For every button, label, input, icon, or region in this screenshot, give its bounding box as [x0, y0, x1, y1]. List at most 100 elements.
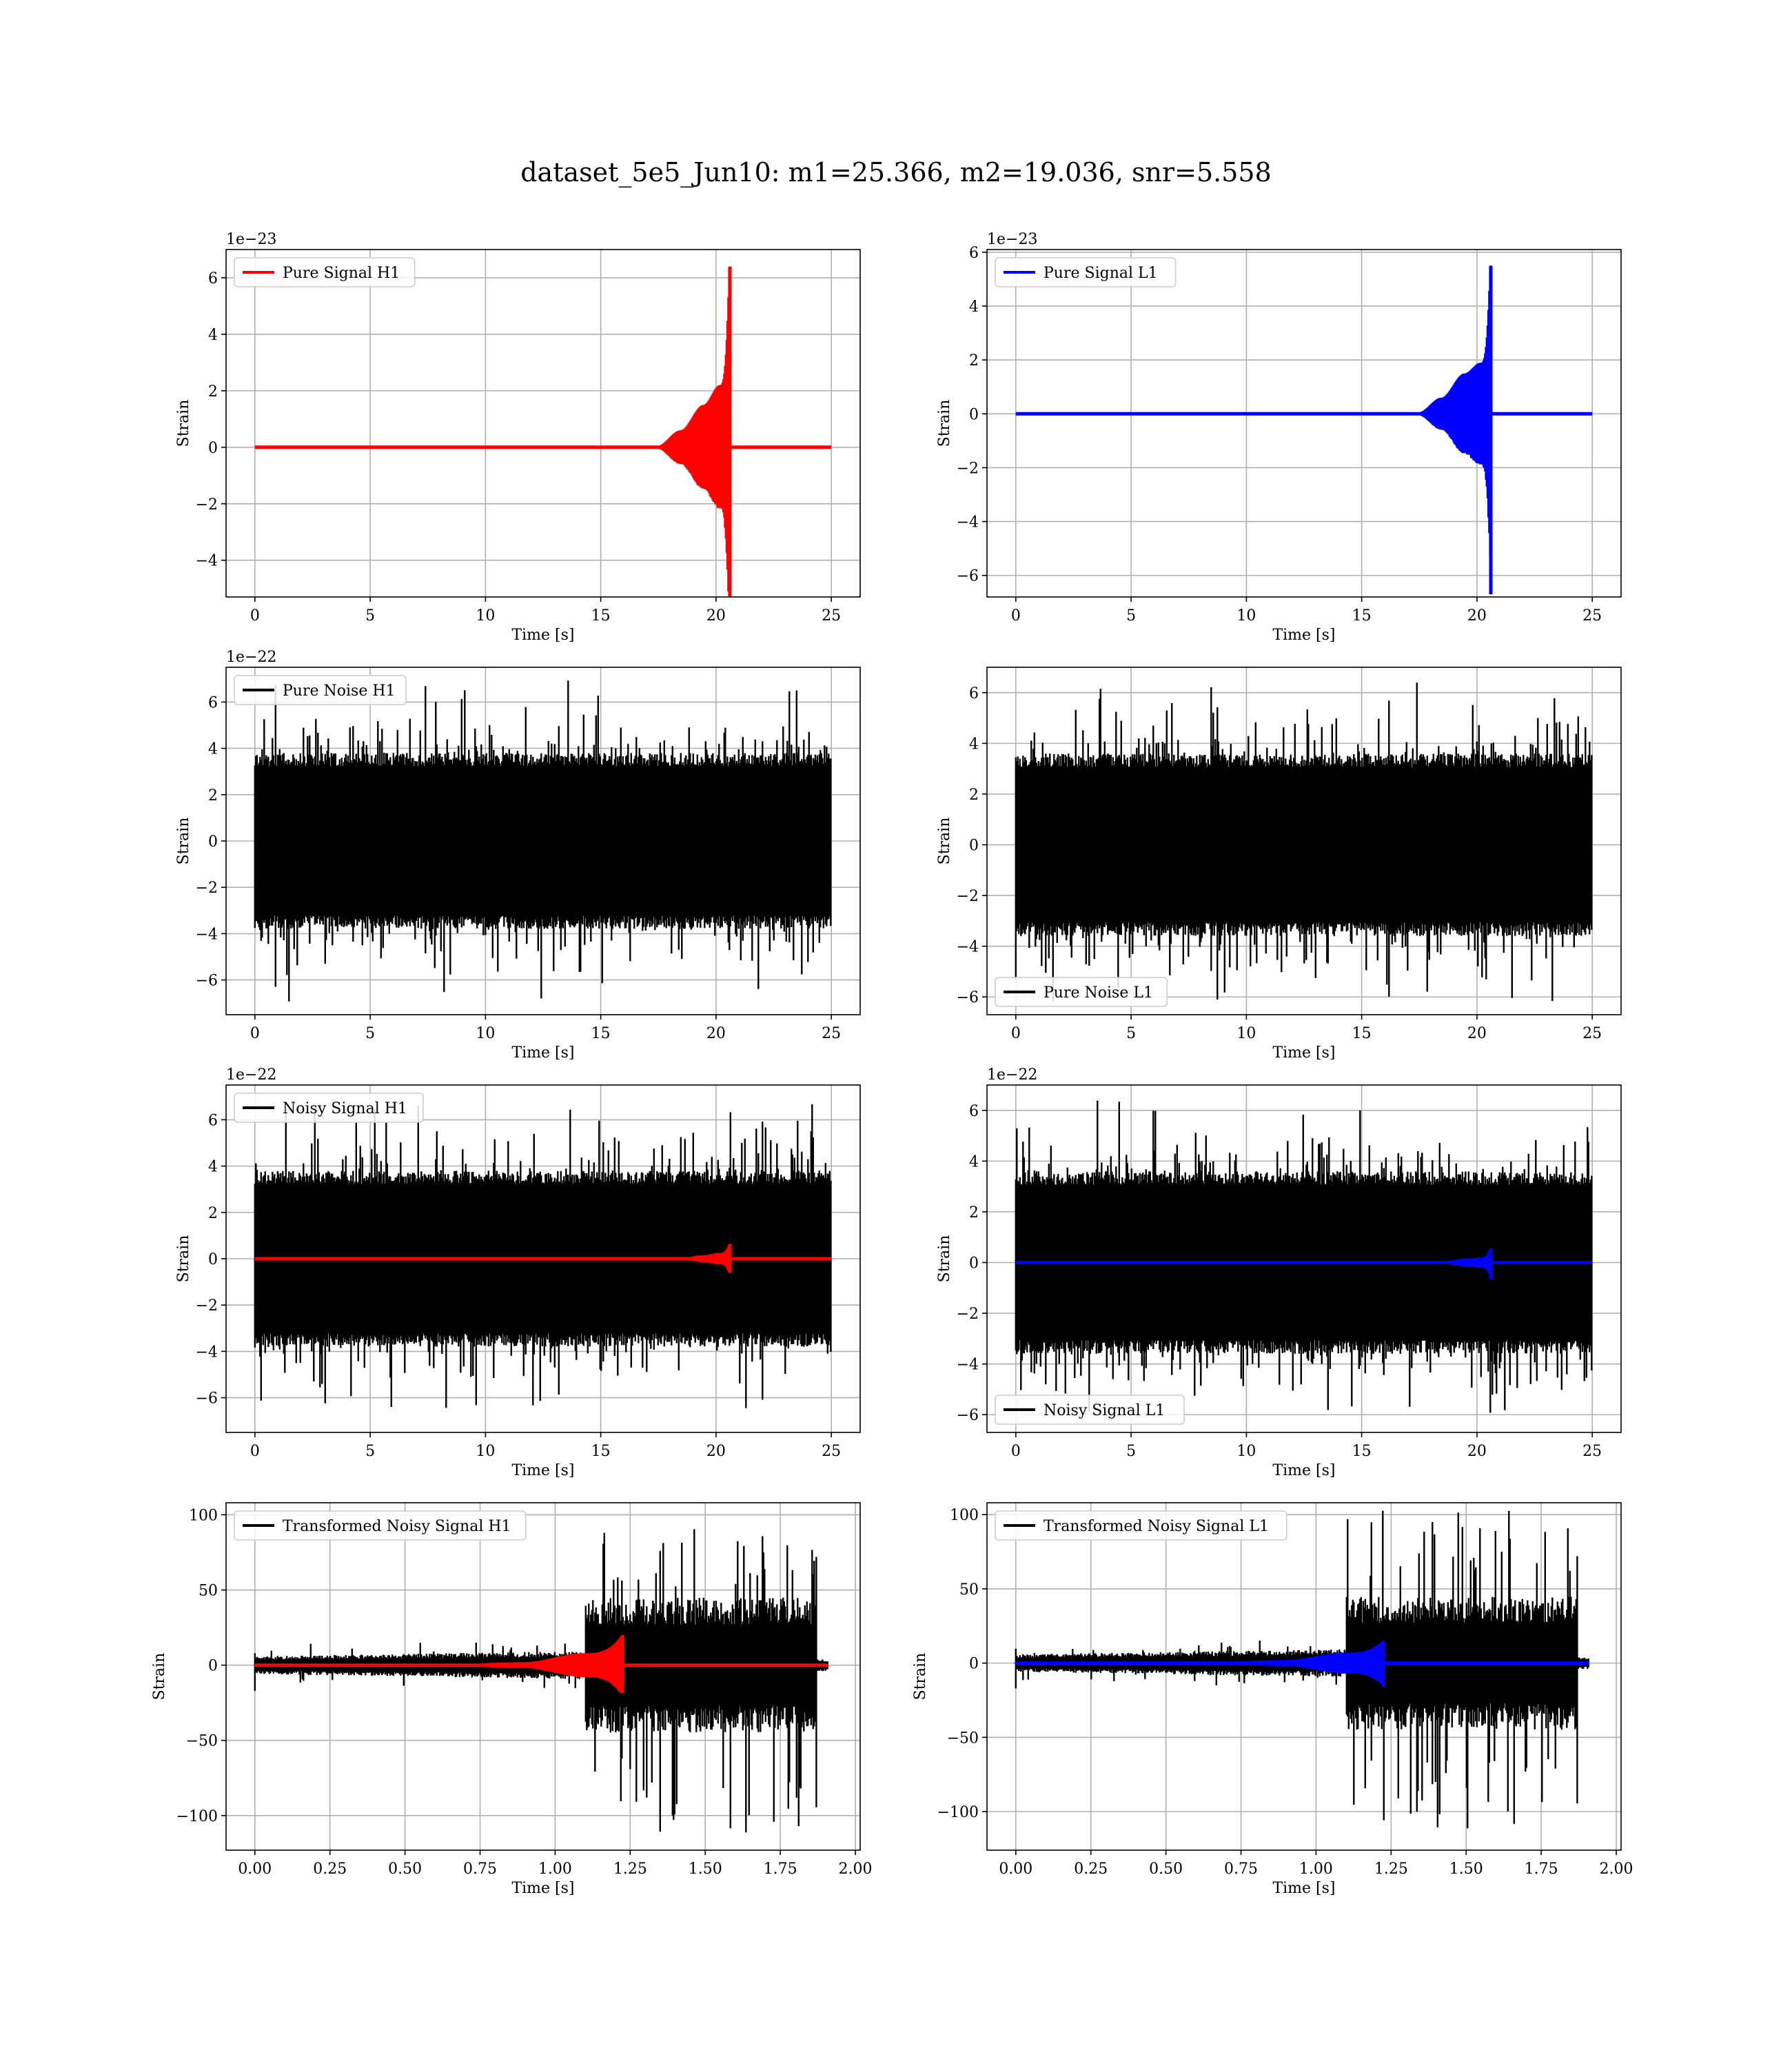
x-tick-label: 25	[1582, 1025, 1602, 1042]
y-axis-label: Strain	[175, 818, 192, 865]
x-tick-label: 1.25	[1374, 1861, 1408, 1878]
legend-box	[995, 1395, 1185, 1425]
x-tick-label: 0	[250, 1025, 260, 1042]
x-tick-label: 10	[476, 1443, 495, 1460]
chart-pure-noise-h1: 0 5 10 15 20 25 −6 −4 −2 0 2 4 6 Time [s] Strain 1e−22 P…	[175, 649, 861, 1062]
y-tick-label: 0	[969, 1656, 979, 1673]
y-tick-label: 6	[208, 270, 218, 287]
x-tick-label: 5	[1126, 1025, 1136, 1042]
x-tick-label: 0.25	[1074, 1861, 1108, 1878]
offset-text: 1e−22	[226, 1066, 276, 1084]
chart-transformed-noisy-signal-l1: 0.00 0.25 0.50 0.75 1.00 1.25 1.50 1.75 2.00 −100…	[912, 1502, 1633, 1897]
y-tick-label: −6	[957, 989, 979, 1006]
series-line	[1015, 682, 1593, 1002]
x-tick-label: 5	[365, 1025, 375, 1042]
y-axis-label: Strain	[936, 818, 953, 865]
y-tick-label: −2	[957, 1306, 979, 1323]
axes-frame	[986, 1084, 1622, 1433]
y-tick-label: −100	[176, 1808, 218, 1825]
legend-box	[995, 1510, 1287, 1541]
y-tick-label: 2	[969, 352, 979, 369]
legend-box	[234, 1510, 527, 1541]
x-tick-label: 1.50	[1449, 1861, 1483, 1878]
y-tick-label: 0	[208, 1658, 218, 1675]
legend-label: Noisy Signal H1	[283, 1100, 407, 1117]
x-tick-label: 20	[1467, 1025, 1487, 1042]
y-tick-label: 4	[208, 327, 218, 344]
x-tick-label: 15	[1352, 1443, 1372, 1460]
y-tick-label: 50	[198, 1583, 218, 1600]
axes-frame	[986, 667, 1622, 1015]
plot-area	[254, 266, 832, 597]
y-tick-label: −4	[196, 553, 218, 570]
offset-text: 1e−22	[226, 649, 276, 666]
x-tick-label: 25	[822, 607, 841, 625]
y-tick-label: 4	[208, 1159, 218, 1176]
y-tick-label: −6	[196, 1390, 218, 1408]
y-tick-label: −2	[957, 888, 979, 905]
y-tick-label: −50	[186, 1733, 218, 1750]
x-tick-label: 20	[1467, 1443, 1487, 1460]
x-tick-label: 15	[1352, 607, 1372, 625]
legend: Noisy Signal H1	[234, 1093, 424, 1123]
y-tick-label: −4	[957, 514, 979, 531]
y-tick-label: 4	[969, 298, 979, 316]
x-tick-label: 5	[365, 607, 375, 625]
x-tick-label: 10	[1236, 1443, 1256, 1460]
y-tick-label: −2	[196, 1297, 218, 1315]
x-tick-label: 5	[1126, 607, 1136, 625]
legend: Transformed Noisy Signal H1	[234, 1510, 527, 1541]
series-line	[1014, 1641, 1589, 1687]
y-tick-label: −100	[937, 1804, 979, 1821]
y-tick-label: 0	[208, 440, 218, 457]
y-tick-label: 0	[969, 838, 979, 855]
series-line	[1015, 1510, 1589, 1829]
x-tick-label: 20	[706, 1443, 726, 1460]
x-axis-label: Time [s]	[511, 1462, 574, 1479]
y-tick-label: 2	[969, 787, 979, 804]
x-tick-label: 10	[1236, 607, 1256, 625]
y-tick-label: 0	[969, 1255, 979, 1273]
legend-box	[995, 977, 1168, 1007]
y-axis-label: Strain	[175, 400, 192, 447]
x-axis-label: Time [s]	[1272, 1880, 1335, 1897]
x-axis-label: Time [s]	[511, 627, 574, 644]
offset-text: 1e−22	[987, 1066, 1037, 1084]
y-tick-label: −6	[957, 568, 979, 585]
legend-label: Pure Noise L1	[1043, 984, 1153, 1002]
chart-pure-noise-l1: 0 5 10 15 20 25 −6 −4 −2 0 2 4 6 Time [s] Strain Pure N…	[936, 667, 1622, 1062]
x-tick-label: 0	[1011, 1025, 1021, 1042]
axes-frame	[225, 249, 861, 598]
legend-box	[995, 257, 1177, 287]
y-tick-label: −2	[196, 880, 218, 897]
legend-label: Transformed Noisy Signal L1	[1043, 1518, 1269, 1535]
x-tick-label: 1.75	[1525, 1861, 1558, 1878]
legend: Transformed Noisy Signal L1	[995, 1510, 1287, 1541]
x-axis-label: Time [s]	[1272, 627, 1335, 644]
x-tick-label: 0	[1011, 1443, 1021, 1460]
legend: Pure Signal H1	[234, 257, 416, 287]
legend-box	[234, 257, 416, 287]
series-line	[254, 680, 832, 1002]
y-tick-label: −4	[957, 1357, 979, 1374]
x-tick-label: 10	[476, 607, 495, 625]
offset-text: 1e−23	[987, 231, 1037, 248]
x-tick-label: 0.75	[1224, 1861, 1258, 1878]
y-tick-label: −2	[196, 496, 218, 514]
x-tick-label: 1.00	[538, 1861, 572, 1878]
y-tick-label: −6	[196, 973, 218, 990]
x-tick-label: 25	[1582, 1443, 1602, 1460]
legend-box	[234, 1093, 424, 1123]
legend-box	[234, 675, 407, 705]
plot-area	[254, 680, 832, 1002]
plot-area	[1014, 1510, 1589, 1829]
grid	[226, 250, 860, 597]
y-tick-label: 0	[969, 406, 979, 423]
x-tick-label: 15	[591, 1443, 611, 1460]
y-tick-label: 100	[189, 1507, 218, 1524]
y-tick-label: 2	[208, 383, 218, 401]
x-tick-label: 0.50	[1149, 1861, 1183, 1878]
x-tick-label: 1.75	[764, 1861, 797, 1878]
x-tick-label: 15	[591, 607, 611, 625]
